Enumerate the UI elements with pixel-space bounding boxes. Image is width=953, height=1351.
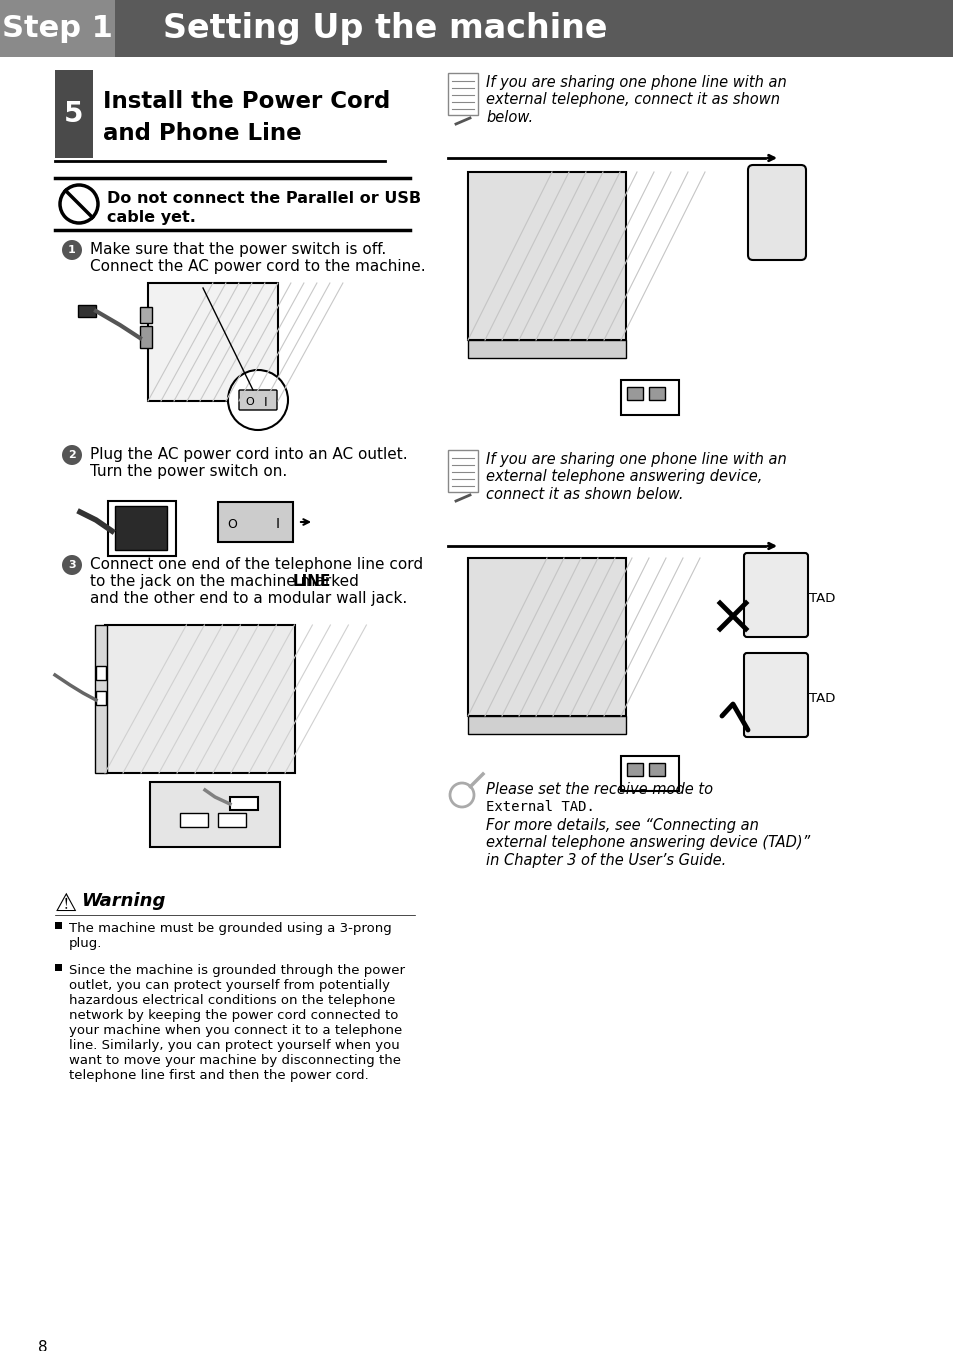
- Text: I: I: [264, 396, 268, 408]
- FancyBboxPatch shape: [648, 386, 664, 400]
- Text: 5: 5: [64, 100, 84, 128]
- Text: If you are sharing one phone line with an
external telephone answering device,
c: If you are sharing one phone line with a…: [485, 453, 786, 501]
- Text: The machine must be grounded using a 3-prong
plug.: The machine must be grounded using a 3-p…: [69, 921, 392, 950]
- Text: Turn the power switch on.: Turn the power switch on.: [90, 463, 287, 480]
- Text: LINE: LINE: [292, 574, 331, 589]
- FancyBboxPatch shape: [468, 340, 625, 358]
- Text: Warning: Warning: [81, 892, 165, 911]
- Circle shape: [62, 555, 82, 576]
- Text: 8: 8: [38, 1340, 48, 1351]
- Text: Connect the AC power cord to the machine.: Connect the AC power cord to the machine…: [90, 259, 425, 274]
- FancyBboxPatch shape: [78, 305, 96, 317]
- Text: 1: 1: [68, 245, 76, 255]
- Text: Setting Up the machine: Setting Up the machine: [163, 12, 607, 45]
- FancyBboxPatch shape: [648, 763, 664, 775]
- FancyBboxPatch shape: [468, 716, 625, 734]
- FancyBboxPatch shape: [620, 380, 679, 415]
- Text: O: O: [245, 397, 254, 407]
- Text: Since the machine is grounded through the power
outlet, you can protect yourself: Since the machine is grounded through th…: [69, 965, 405, 1082]
- FancyBboxPatch shape: [448, 450, 477, 492]
- Text: cable yet.: cable yet.: [107, 209, 195, 226]
- FancyBboxPatch shape: [743, 653, 807, 738]
- Circle shape: [62, 444, 82, 465]
- FancyBboxPatch shape: [743, 553, 807, 638]
- Polygon shape: [115, 0, 141, 57]
- FancyBboxPatch shape: [95, 626, 107, 773]
- Text: Step 1: Step 1: [2, 14, 112, 43]
- Text: Please set the receive mode to: Please set the receive mode to: [485, 782, 713, 797]
- Text: and the other end to a modular wall jack.: and the other end to a modular wall jack…: [90, 590, 407, 607]
- FancyBboxPatch shape: [55, 921, 62, 929]
- Circle shape: [62, 240, 82, 259]
- FancyBboxPatch shape: [0, 0, 115, 57]
- Text: Connect one end of the telephone line cord: Connect one end of the telephone line co…: [90, 557, 423, 571]
- FancyBboxPatch shape: [140, 307, 152, 323]
- FancyBboxPatch shape: [55, 965, 62, 971]
- Text: External TAD.: External TAD.: [485, 800, 595, 815]
- FancyBboxPatch shape: [55, 70, 92, 158]
- Text: TAD: TAD: [808, 592, 835, 604]
- FancyBboxPatch shape: [620, 757, 679, 790]
- FancyBboxPatch shape: [140, 326, 152, 349]
- Text: to the jack on the machine marked: to the jack on the machine marked: [90, 574, 363, 589]
- FancyBboxPatch shape: [468, 172, 625, 340]
- Text: Install the Power Cord: Install the Power Cord: [103, 91, 390, 113]
- FancyBboxPatch shape: [150, 782, 280, 847]
- Text: Plug the AC power cord into an AC outlet.: Plug the AC power cord into an AC outlet…: [90, 447, 407, 462]
- FancyBboxPatch shape: [180, 813, 208, 827]
- FancyBboxPatch shape: [230, 797, 257, 811]
- Text: If you are sharing one phone line with an
external telephone, connect it as show: If you are sharing one phone line with a…: [485, 76, 786, 124]
- Text: 3: 3: [68, 561, 75, 570]
- FancyBboxPatch shape: [239, 390, 276, 409]
- Text: TAD: TAD: [808, 692, 835, 704]
- Text: and Phone Line: and Phone Line: [103, 122, 301, 145]
- FancyBboxPatch shape: [448, 73, 477, 115]
- Circle shape: [228, 370, 288, 430]
- Text: Do not connect the Parallel or USB: Do not connect the Parallel or USB: [107, 190, 420, 205]
- FancyBboxPatch shape: [218, 503, 293, 542]
- FancyBboxPatch shape: [96, 666, 106, 680]
- FancyBboxPatch shape: [115, 507, 167, 550]
- FancyBboxPatch shape: [108, 501, 175, 557]
- Text: O: O: [227, 517, 236, 531]
- FancyBboxPatch shape: [626, 386, 642, 400]
- FancyBboxPatch shape: [218, 813, 246, 827]
- Text: For more details, see “Connecting an
external telephone answering device (TAD)”
: For more details, see “Connecting an ext…: [485, 817, 809, 867]
- Text: ⚠: ⚠: [55, 892, 77, 916]
- FancyBboxPatch shape: [96, 690, 106, 705]
- Text: I: I: [275, 517, 280, 531]
- FancyBboxPatch shape: [468, 558, 625, 716]
- FancyBboxPatch shape: [0, 0, 953, 57]
- FancyBboxPatch shape: [105, 626, 294, 773]
- Text: 2: 2: [68, 450, 76, 459]
- FancyBboxPatch shape: [747, 165, 805, 259]
- FancyBboxPatch shape: [626, 763, 642, 775]
- Text: Make sure that the power switch is off.: Make sure that the power switch is off.: [90, 242, 386, 257]
- FancyBboxPatch shape: [148, 282, 277, 401]
